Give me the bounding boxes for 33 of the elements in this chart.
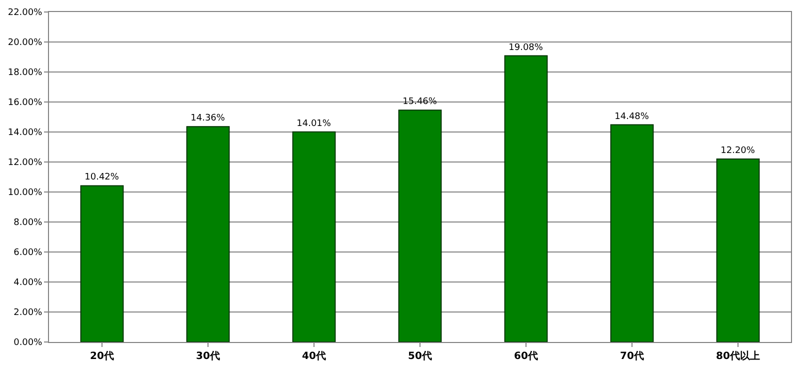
- bar: [610, 124, 654, 342]
- data-label: 15.46%: [402, 97, 438, 108]
- y-tick-label: 18.00%: [8, 68, 43, 78]
- x-tick-label: 80代以上: [716, 350, 760, 362]
- data-label: 12.20%: [720, 146, 756, 156]
- y-tick-label: 8.00%: [14, 218, 43, 228]
- y-tick-label: 2.00%: [14, 308, 43, 318]
- x-tick-label: 40代: [302, 350, 326, 362]
- data-label: 19.08%: [508, 42, 544, 53]
- y-tick-label: 14.00%: [8, 128, 43, 138]
- y-tick-label: 20.00%: [8, 38, 43, 48]
- x-tick-label: 50代: [408, 350, 432, 362]
- bar: [80, 185, 124, 342]
- data-label: 14.48%: [614, 112, 650, 122]
- y-tick-label: 6.00%: [14, 248, 43, 258]
- data-label: 14.36%: [190, 114, 226, 124]
- x-tick-label: 60代: [514, 350, 538, 362]
- data-label: 10.42%: [84, 172, 120, 183]
- y-tick-label: 0.00%: [14, 338, 43, 348]
- bar: [398, 110, 442, 342]
- x-tick-label: 30代: [196, 350, 220, 362]
- y-tick-label: 22.00%: [8, 8, 43, 18]
- bar: [292, 131, 336, 342]
- bar: [186, 126, 230, 342]
- data-label: 14.01%: [296, 118, 332, 129]
- x-tick-label: 20代: [90, 350, 114, 362]
- y-tick-label: 10.00%: [8, 188, 43, 198]
- bar: [716, 158, 760, 342]
- y-tick-label: 12.00%: [8, 158, 43, 168]
- bar: [504, 55, 548, 342]
- y-tick-label: 16.00%: [8, 98, 43, 108]
- x-tick-label: 70代: [620, 350, 644, 362]
- y-tick-label: 4.00%: [14, 278, 43, 288]
